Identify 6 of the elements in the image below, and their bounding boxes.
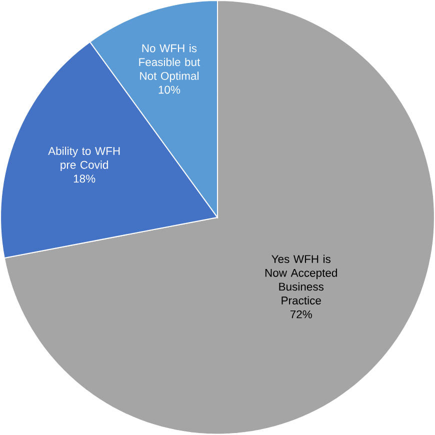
slice-label: Yes WFH is Now Accepted Business Practice (265, 254, 337, 305)
slice-label: Ability to WFH pre Covid (48, 146, 120, 172)
data-label: 72% (290, 310, 312, 318)
slice-label: No WFH is Feasible but Not Optimal (139, 44, 200, 82)
data-label: 10% (158, 86, 180, 94)
data-label: 18% (74, 174, 96, 183)
